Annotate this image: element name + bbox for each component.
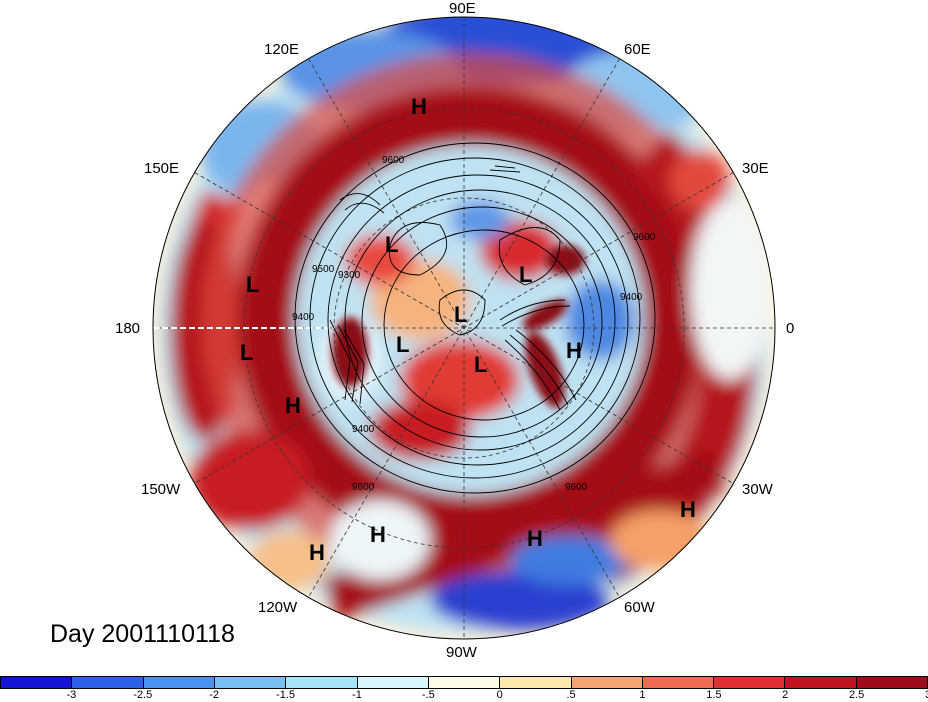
colorbar-segment <box>214 677 287 688</box>
colorbar-segment <box>428 677 501 688</box>
colorbar-tick-label: -2.5 <box>133 689 153 701</box>
pressure-centers: H L L H L L L L L H H H H H <box>240 94 696 565</box>
colorbar-tick-label: -3 <box>66 689 77 701</box>
svg-text:9600: 9600 <box>633 232 656 243</box>
colorbar-segment <box>642 677 715 688</box>
colorbar-segment <box>357 677 429 688</box>
lon-label-30e: 30E <box>742 160 769 177</box>
colorbar-segment <box>1 677 73 688</box>
svg-text:L: L <box>454 302 467 327</box>
height-contours <box>294 142 656 494</box>
svg-text:9600: 9600 <box>565 482 588 493</box>
colorbar-segment <box>571 677 643 688</box>
colorbar-tick-label: -1.5 <box>276 689 296 701</box>
colorbar-segment <box>785 677 857 688</box>
colorbar-segment <box>286 677 358 688</box>
svg-text:9300: 9300 <box>338 270 361 281</box>
lon-label-150w: 150W <box>141 481 181 498</box>
contour-labels: 9600 9500 9300 9400 9600 9400 9600 9600 … <box>292 155 656 493</box>
svg-text:9600: 9600 <box>382 155 405 166</box>
colorbar-segment <box>72 677 144 688</box>
colorbar-tick-label: 1.5 <box>706 689 722 701</box>
colorbar-tick-label: .5 <box>566 689 576 701</box>
colorbar-tick-label: 3 <box>925 689 928 701</box>
colorbar-tick-label: -.5 <box>421 689 435 701</box>
svg-text:9600: 9600 <box>352 482 375 493</box>
colorbar-segment <box>500 677 572 688</box>
svg-text:9400: 9400 <box>620 292 643 303</box>
lon-label-30w: 30W <box>742 481 773 498</box>
lon-label-0: 0 <box>786 320 795 337</box>
colorbar-segment <box>143 677 215 688</box>
lon-label-90w: 90W <box>446 644 477 661</box>
map-boundary <box>152 16 776 640</box>
svg-text:9400: 9400 <box>292 312 315 323</box>
colorbar <box>0 676 928 689</box>
svg-text:H: H <box>285 393 301 418</box>
svg-text:H: H <box>566 338 582 363</box>
lon-label-120e: 120E <box>264 41 300 58</box>
colorbar-segment <box>714 677 786 688</box>
lon-label-60w: 60W <box>624 599 655 616</box>
svg-text:H: H <box>527 526 543 551</box>
svg-text:L: L <box>240 340 253 365</box>
svg-text:H: H <box>309 540 325 565</box>
lon-label-180: 180 <box>115 320 141 337</box>
svg-text:9400: 9400 <box>352 424 375 435</box>
svg-text:9500: 9500 <box>312 264 335 275</box>
colorbar-tick-label: -2 <box>209 689 220 701</box>
lon-label-60e: 60E <box>624 41 651 58</box>
colorbar-segment <box>856 677 928 688</box>
svg-text:H: H <box>370 522 386 547</box>
colorbar-tick-label: -1 <box>352 689 362 701</box>
svg-text:L: L <box>519 262 532 287</box>
lon-label-150e: 150E <box>144 160 180 177</box>
svg-text:L: L <box>246 272 259 297</box>
colorbar-tick-label: 1 <box>639 689 646 701</box>
lon-label-90e: 90E <box>449 0 476 17</box>
colorbar-tick-label: 2.5 <box>848 689 865 701</box>
svg-text:L: L <box>396 332 409 357</box>
date-label: Day 2001110118 <box>50 620 235 648</box>
lon-label-120w: 120W <box>258 599 298 616</box>
svg-text:L: L <box>385 232 398 257</box>
svg-text:L: L <box>474 352 487 377</box>
colorbar-tick-label: 2 <box>782 689 789 701</box>
svg-text:H: H <box>680 497 696 522</box>
svg-text:H: H <box>411 94 427 119</box>
colorbar-tick-label: 0 <box>496 689 503 701</box>
